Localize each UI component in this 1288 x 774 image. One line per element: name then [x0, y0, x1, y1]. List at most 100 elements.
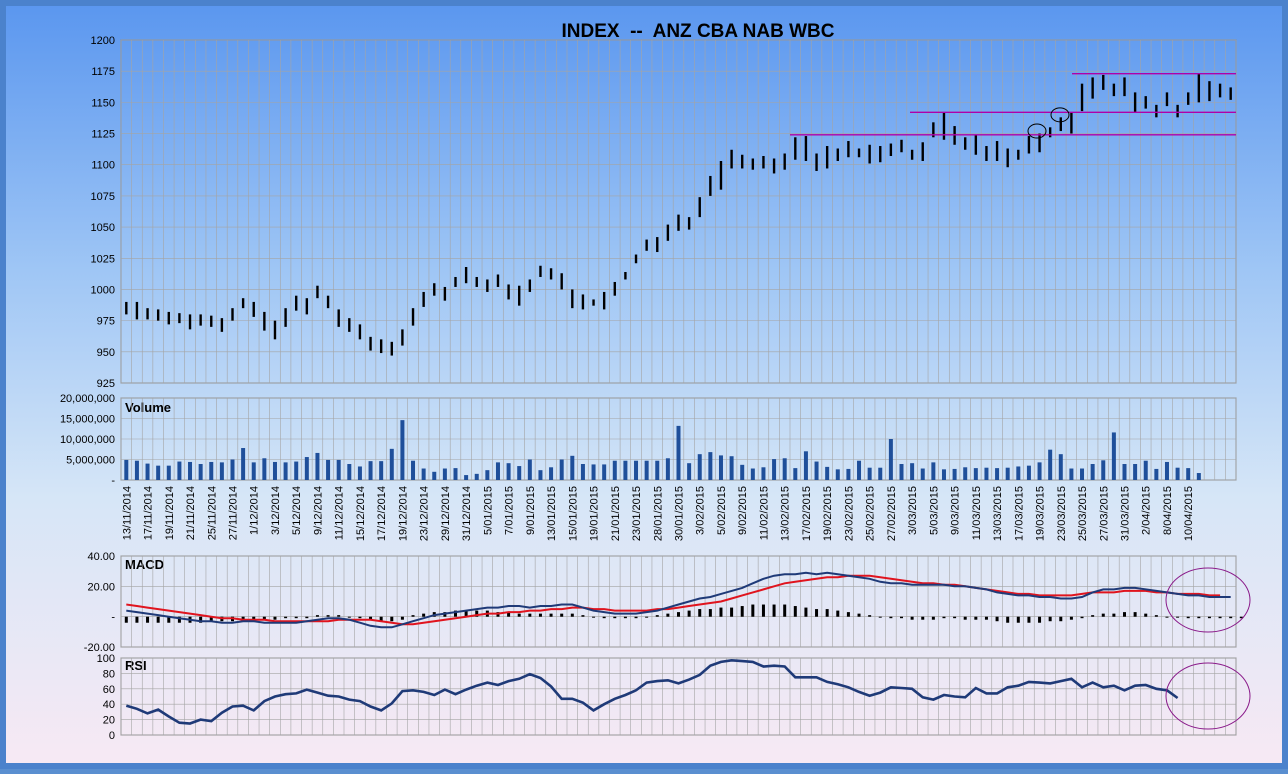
date-tick-label: 19/01/2015 — [589, 486, 601, 541]
volume-bar — [453, 468, 458, 480]
date-tick-label: 17/11/2014 — [143, 486, 155, 540]
volume-bar — [134, 460, 139, 480]
date-tick-label: 23/01/2015 — [631, 486, 643, 541]
macd-highlight-circle — [1165, 567, 1251, 633]
macd-tick-label: 20.00 — [87, 581, 115, 593]
volume-bar — [814, 461, 819, 480]
macd-histogram-bar — [846, 612, 850, 617]
volume-bar — [262, 458, 267, 480]
volume-bar — [272, 461, 277, 480]
volume-bar — [421, 468, 426, 480]
date-tick-label: 9/03/2015 — [950, 486, 962, 535]
volume-bar — [878, 467, 883, 480]
macd-histogram-bar — [1207, 616, 1211, 619]
volume-bar — [1154, 468, 1159, 480]
macd-histogram-bar — [666, 613, 670, 617]
date-tick-label: 30/01/2015 — [674, 486, 686, 541]
volume-bar — [825, 466, 830, 480]
macd-histogram-bar — [1101, 613, 1105, 617]
volume-bar — [644, 460, 649, 480]
date-tick-label: 25/11/2014 — [206, 486, 218, 540]
volume-bar — [517, 466, 522, 480]
volume-bar — [251, 462, 256, 480]
volume-bar — [411, 460, 416, 480]
macd-tick-label: -20.00 — [84, 642, 115, 654]
date-axis: 13/11/2014 17/11/2014 19/11/2014 21/11/2014… — [121, 486, 1195, 541]
volume-bar — [888, 439, 893, 480]
volume-bar — [219, 462, 224, 480]
date-tick-label: 9/01/2015 — [525, 486, 537, 535]
volume-bar — [294, 461, 299, 480]
price-tick-label: 925 — [97, 378, 115, 390]
macd-histogram-bar — [602, 616, 606, 619]
date-tick-label: 19/12/2014 — [397, 486, 409, 541]
volume-panel-title: Volume — [125, 400, 171, 415]
macd-histogram-bar — [1080, 616, 1084, 619]
macd-histogram-bar — [772, 604, 776, 617]
macd-histogram-bar — [464, 610, 468, 617]
volume-bar — [315, 452, 320, 480]
volume-bar — [857, 460, 862, 480]
macd-histogram-bar — [878, 616, 882, 618]
macd-histogram-bar — [1006, 616, 1010, 623]
macd-histogram-bar — [581, 615, 585, 617]
macd-histogram-bar — [475, 610, 479, 617]
volume-bar — [1186, 468, 1191, 480]
volume-bar — [697, 454, 702, 480]
price-tick-label: 1075 — [91, 191, 115, 203]
volume-bar — [687, 463, 692, 480]
volume-bar — [177, 461, 182, 480]
volume-bar — [209, 461, 214, 480]
volume-bar — [464, 475, 469, 480]
macd-histogram-bar — [942, 616, 946, 619]
date-tick-label: 19/11/2014 — [164, 486, 176, 540]
macd-histogram-bar — [1027, 616, 1031, 623]
date-tick-label: 27/03/2015 — [1098, 486, 1110, 541]
volume-bar — [835, 469, 840, 480]
macd-histogram-bar — [135, 616, 139, 623]
date-tick-label: 8/04/2015 — [1162, 486, 1174, 535]
macd-histogram-bar — [698, 609, 702, 617]
date-tick-label: 25/03/2015 — [1077, 486, 1089, 541]
price-tick-label: 975 — [97, 316, 115, 328]
macd-histogram-bar — [1154, 615, 1158, 617]
volume-bar — [485, 470, 490, 480]
volume-bar — [559, 459, 564, 480]
macd-histogram-bar — [369, 616, 373, 620]
macd-histogram-bar — [613, 616, 617, 619]
volume-bar — [442, 468, 447, 480]
volume-panel: Volume 20,000,000 15,000,000 10,000,000 5,0… — [60, 393, 1237, 487]
volume-tick-label: 20,000,000 — [60, 393, 115, 405]
price-tick-label: 1050 — [91, 222, 115, 234]
breakout-circle — [1027, 123, 1047, 139]
macd-histogram-bar — [1038, 616, 1042, 623]
date-tick-label: 27/11/2014 — [228, 486, 240, 540]
macd-histogram-bar — [570, 613, 574, 617]
macd-histogram-bar — [974, 616, 978, 620]
macd-histogram-bar — [921, 616, 925, 620]
volume-bar — [400, 420, 405, 480]
date-tick-label: 1/12/2014 — [249, 486, 261, 535]
price-tick-label: 1150 — [91, 97, 115, 109]
volume-bar — [506, 463, 511, 480]
macd-histogram-bar — [719, 607, 723, 617]
volume-bar — [156, 465, 161, 480]
breakout-circle — [1050, 107, 1070, 123]
macd-panel: MACD 40.00 20.00 - -20.00 — [84, 551, 1251, 654]
rsi-tick-label: 20 — [103, 715, 115, 727]
date-tick-label: 13/02/2015 — [780, 486, 792, 541]
macd-histogram-bar — [538, 613, 542, 617]
macd-histogram-bar — [1112, 613, 1116, 617]
macd-histogram-bar — [1016, 616, 1020, 623]
volume-bar — [729, 456, 734, 480]
date-tick-label: 21/01/2015 — [610, 486, 622, 541]
macd-histogram-bar — [931, 616, 935, 620]
macd-tick-label: - — [111, 612, 115, 624]
macd-histogram-bar — [454, 610, 457, 617]
macd-histogram-bar — [167, 616, 171, 623]
macd-histogram-bar — [634, 616, 638, 619]
macd-histogram-bar — [1133, 612, 1137, 617]
date-tick-label: 9/12/2014 — [312, 486, 324, 535]
rsi-panel-title: RSI — [125, 658, 147, 673]
price-tick-label: 950 — [97, 347, 115, 359]
